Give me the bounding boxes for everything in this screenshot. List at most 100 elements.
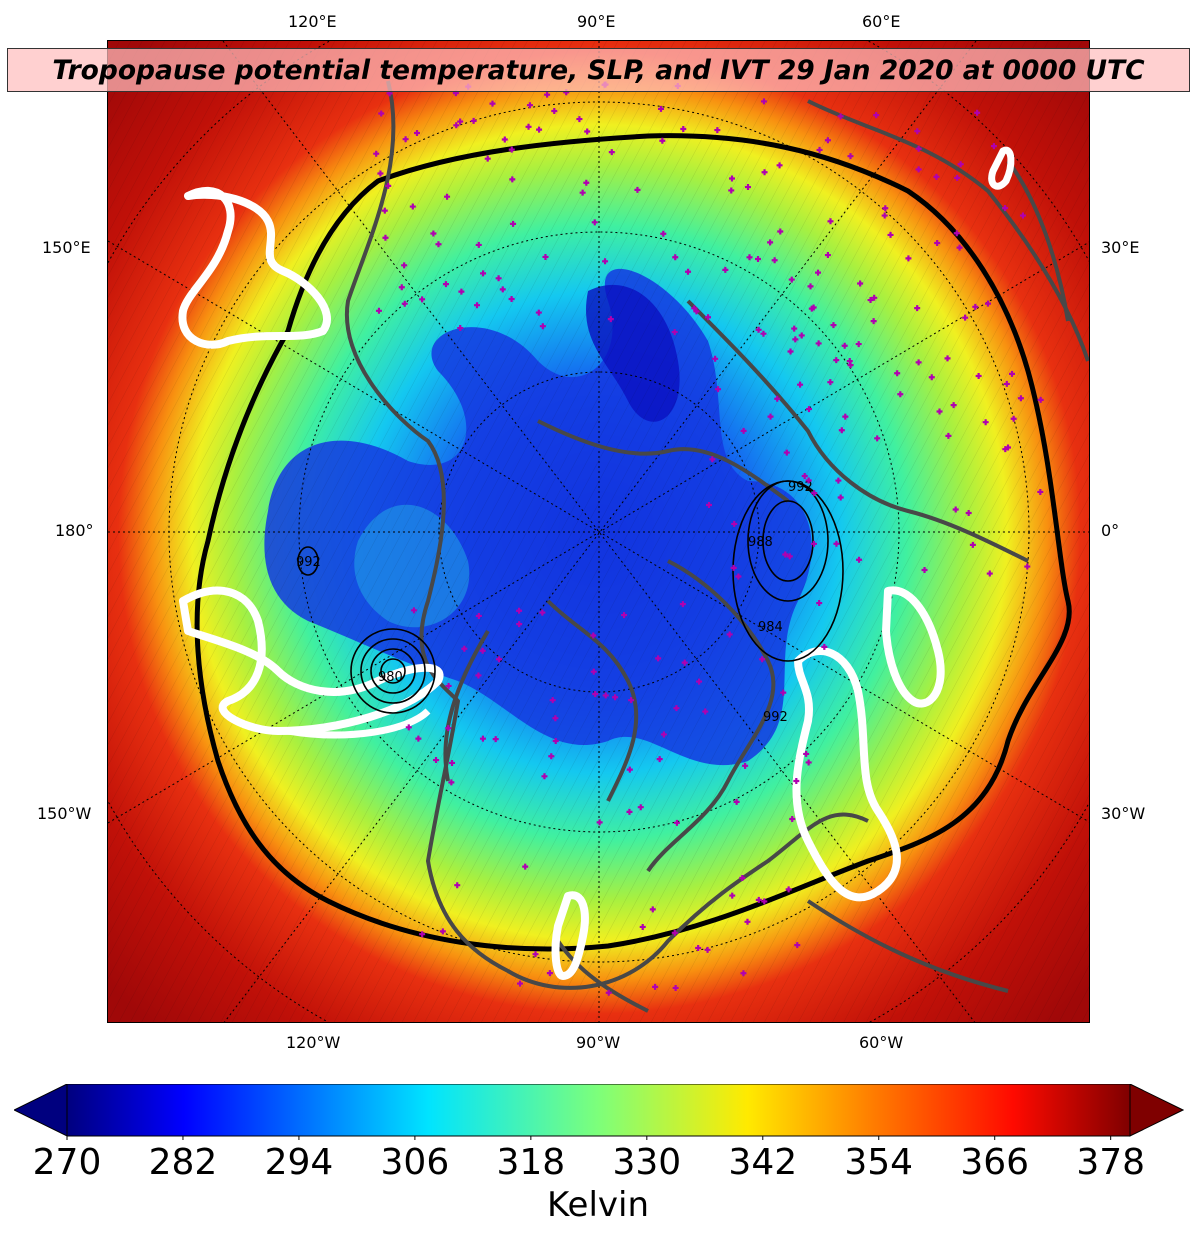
station-marker	[915, 166, 922, 173]
station-marker	[777, 228, 784, 235]
station-marker	[933, 173, 940, 180]
station-marker	[805, 477, 812, 484]
polar-stereographic-map: 992 988 992 980 984 992	[108, 41, 1089, 1022]
slp-label: 992	[296, 555, 321, 570]
station-marker	[448, 779, 455, 786]
station-marker	[475, 612, 482, 619]
station-marker	[969, 541, 976, 548]
colorbar-label: Kelvin	[546, 1185, 650, 1225]
station-marker	[410, 607, 417, 614]
station-marker	[584, 128, 591, 135]
station-marker	[549, 697, 556, 704]
station-marker	[660, 230, 667, 237]
station-marker	[986, 570, 993, 577]
station-marker	[914, 305, 921, 312]
station-marker	[516, 607, 523, 614]
station-marker	[774, 395, 781, 402]
station-marker	[873, 112, 880, 119]
tropopause-boundary	[194, 133, 1072, 952]
map-panel: 992 988 992 980 984 992	[107, 40, 1090, 1023]
station-marker	[508, 295, 515, 302]
station-marker	[776, 162, 783, 169]
station-marker	[744, 184, 751, 191]
station-marker	[419, 931, 426, 938]
station-marker	[816, 600, 823, 607]
station-marker	[975, 372, 982, 379]
station-marker	[660, 731, 667, 738]
station-marker	[381, 207, 388, 214]
station-marker	[596, 819, 603, 826]
station-marker	[492, 736, 499, 743]
station-marker	[415, 735, 422, 742]
lon-label-top: 90°E	[577, 12, 616, 31]
station-marker	[915, 145, 922, 152]
colorbar-tick-label: 354	[844, 1142, 914, 1183]
station-marker	[1017, 395, 1024, 402]
station-marker	[495, 275, 502, 282]
station-marker	[771, 257, 778, 264]
lon-label-right: 0°	[1101, 521, 1120, 540]
station-marker	[576, 116, 583, 123]
coastlines	[344, 80, 1089, 1013]
station-marker	[457, 325, 464, 332]
station-marker	[479, 735, 486, 742]
station-marker	[652, 983, 659, 990]
station-marker	[445, 682, 452, 689]
station-marker	[546, 970, 553, 977]
station-marker	[655, 655, 662, 662]
colorbar-body	[66, 1084, 1131, 1137]
station-marker	[730, 564, 737, 571]
station-marker	[484, 155, 491, 162]
station-marker	[542, 253, 549, 260]
station-marker	[526, 102, 533, 109]
station-marker	[402, 136, 409, 143]
lon-label-bottom: 60°W	[859, 1033, 904, 1052]
station-marker	[433, 757, 440, 764]
station-marker	[887, 231, 894, 238]
station-marker	[761, 169, 768, 176]
station-marker	[881, 212, 888, 219]
station-marker	[516, 621, 523, 628]
colorbar	[14, 1084, 1184, 1140]
station-marker	[382, 234, 389, 241]
slp-label: 988	[748, 535, 773, 550]
station-marker	[705, 314, 712, 321]
station-marker	[954, 174, 961, 181]
station-marker	[439, 928, 446, 935]
station-marker	[706, 501, 713, 508]
station-marker	[621, 612, 628, 619]
station-marker	[626, 766, 633, 773]
station-marker	[755, 326, 762, 333]
station-marker	[921, 566, 928, 573]
station-marker	[680, 126, 687, 133]
station-marker	[378, 110, 385, 117]
station-marker	[475, 241, 482, 248]
station-marker	[453, 122, 460, 129]
station-marker	[838, 427, 845, 434]
station-marker	[788, 276, 795, 283]
station-marker	[793, 777, 800, 784]
station-marker	[602, 692, 609, 699]
station-marker	[605, 989, 612, 996]
station-marker	[857, 280, 864, 287]
station-marker	[729, 892, 736, 899]
station-marker	[628, 697, 635, 704]
station-marker	[634, 186, 641, 193]
station-marker	[739, 874, 746, 881]
station-marker	[544, 91, 551, 98]
station-marker	[824, 137, 831, 144]
station-marker	[696, 678, 703, 685]
station-marker	[797, 381, 804, 388]
colorbar-tick-label: 282	[148, 1142, 218, 1183]
station-marker	[671, 929, 678, 936]
station-marker	[934, 240, 941, 247]
station-marker	[842, 413, 849, 420]
station-marker	[1019, 212, 1026, 219]
station-marker	[496, 656, 503, 663]
station-marker	[607, 316, 614, 323]
station-marker	[685, 268, 692, 275]
station-marker	[833, 540, 840, 547]
station-marker	[592, 691, 599, 698]
station-marker	[728, 187, 735, 194]
station-marker	[726, 631, 733, 638]
